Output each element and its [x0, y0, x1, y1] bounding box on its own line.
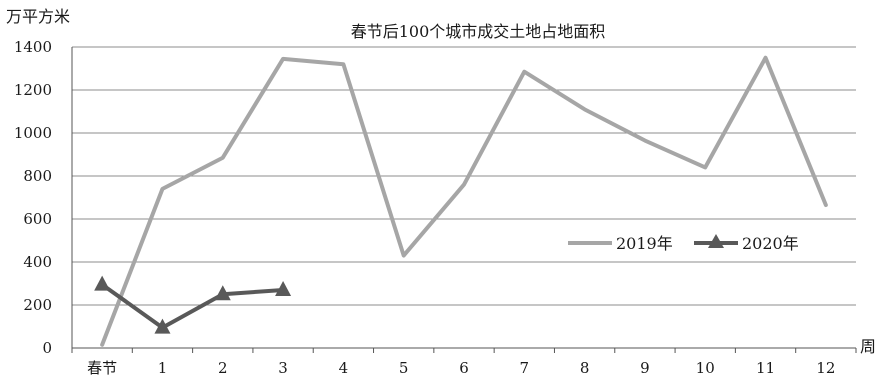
x-tick-label: 春节	[87, 359, 117, 377]
legend-label-2020: 2020年	[742, 234, 799, 253]
x-tick-label: 1	[158, 359, 168, 377]
data-point-triangle-2020	[214, 285, 231, 301]
y-tick-label: 1200	[14, 81, 52, 99]
y-tick-label: 0	[42, 339, 52, 357]
y-tick-label: 600	[23, 210, 52, 228]
x-tick-label: 12	[816, 359, 835, 377]
legend-item-2020: 2020年	[694, 234, 799, 253]
series-line-2020	[100, 282, 286, 330]
chart-title: 春节后100个城市成交土地占地面积	[351, 22, 606, 41]
x-tick-label: 4	[339, 359, 349, 377]
x-tick-label: 8	[580, 359, 590, 377]
legend: 2019年 2020年	[568, 234, 799, 253]
y-tick-label: 800	[23, 167, 52, 185]
x-tick-label: 9	[640, 359, 650, 377]
series-markers	[94, 275, 292, 334]
grid-lines	[72, 46, 856, 349]
x-tick-label: 11	[756, 359, 775, 377]
data-point-triangle-2020	[154, 318, 171, 334]
y-tick-label: 400	[23, 253, 52, 271]
x-tick-label: 5	[399, 359, 409, 377]
legend-triangle-marker	[708, 234, 724, 248]
x-tick-label: 6	[459, 359, 469, 377]
series-lines	[100, 55, 828, 347]
x-tick-label: 10	[696, 359, 715, 377]
y-tick-label: 200	[23, 296, 52, 314]
x-tick-label: 3	[278, 359, 288, 377]
data-point-triangle-2020	[275, 280, 292, 296]
y-axis-unit-label: 万平方米	[6, 7, 70, 26]
legend-item-2019: 2019年	[568, 234, 673, 253]
data-point-triangle-2020	[94, 275, 111, 291]
legend-label-2019: 2019年	[616, 234, 673, 253]
x-tick-label: 7	[520, 359, 530, 377]
x-tick-label: 2	[218, 359, 228, 377]
y-tick-label: 1400	[14, 38, 52, 56]
y-tick-label: 1000	[14, 124, 52, 142]
series-line-2019	[100, 55, 828, 347]
x-axis-unit-label: 周	[860, 337, 876, 356]
